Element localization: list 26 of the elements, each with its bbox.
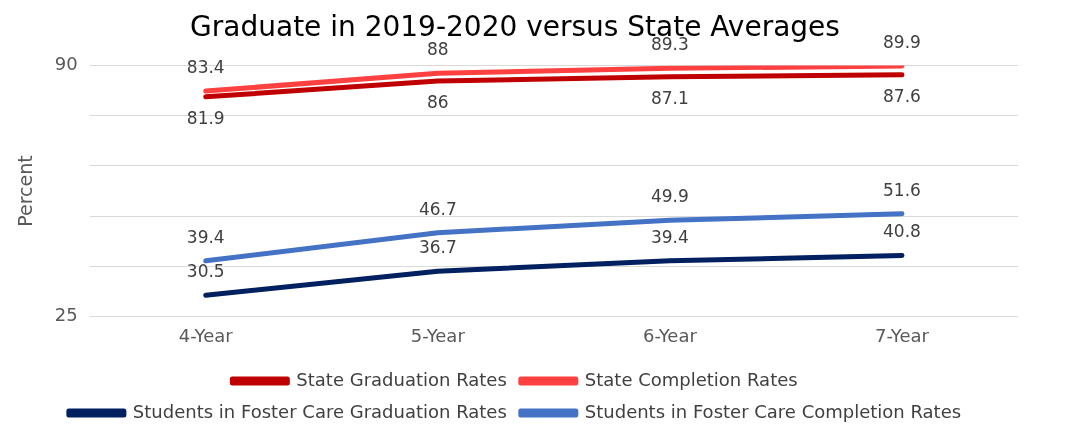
x-tick-label: 4-Year [178,324,234,346]
data-label: 87.1 [650,87,689,108]
data-label: 51.6 [883,179,921,200]
y-tick-label: 90 [54,53,78,75]
data-label: 87.6 [883,85,921,106]
legend-label: State Graduation Rates [296,368,507,390]
legend-label: State Completion Rates [584,368,798,390]
y-tick-label: 25 [54,304,78,326]
x-tick-label: 7-Year [875,324,930,346]
x-tick-label: 5-Year [410,324,466,346]
y-axis-title: Percent [14,155,37,227]
data-label: 81.9 [186,107,225,128]
data-label: 36.7 [418,237,457,258]
data-label: 39.4 [650,226,689,247]
data-label: 88 [426,39,449,60]
legend-label: Students in Foster Care Completion Rates [584,400,962,422]
data-label: 30.5 [186,261,225,282]
legend-label: Students in Foster Care Graduation Rates [132,400,507,422]
data-label: 86 [426,91,449,112]
x-tick-label: 6-Year [642,324,698,346]
data-label: 46.7 [418,198,457,219]
data-label: 39.4 [186,226,225,247]
data-label: 89.9 [883,31,921,52]
data-label: 83.4 [186,56,225,77]
data-label: 49.9 [650,186,689,207]
data-label: 40.8 [883,221,921,242]
